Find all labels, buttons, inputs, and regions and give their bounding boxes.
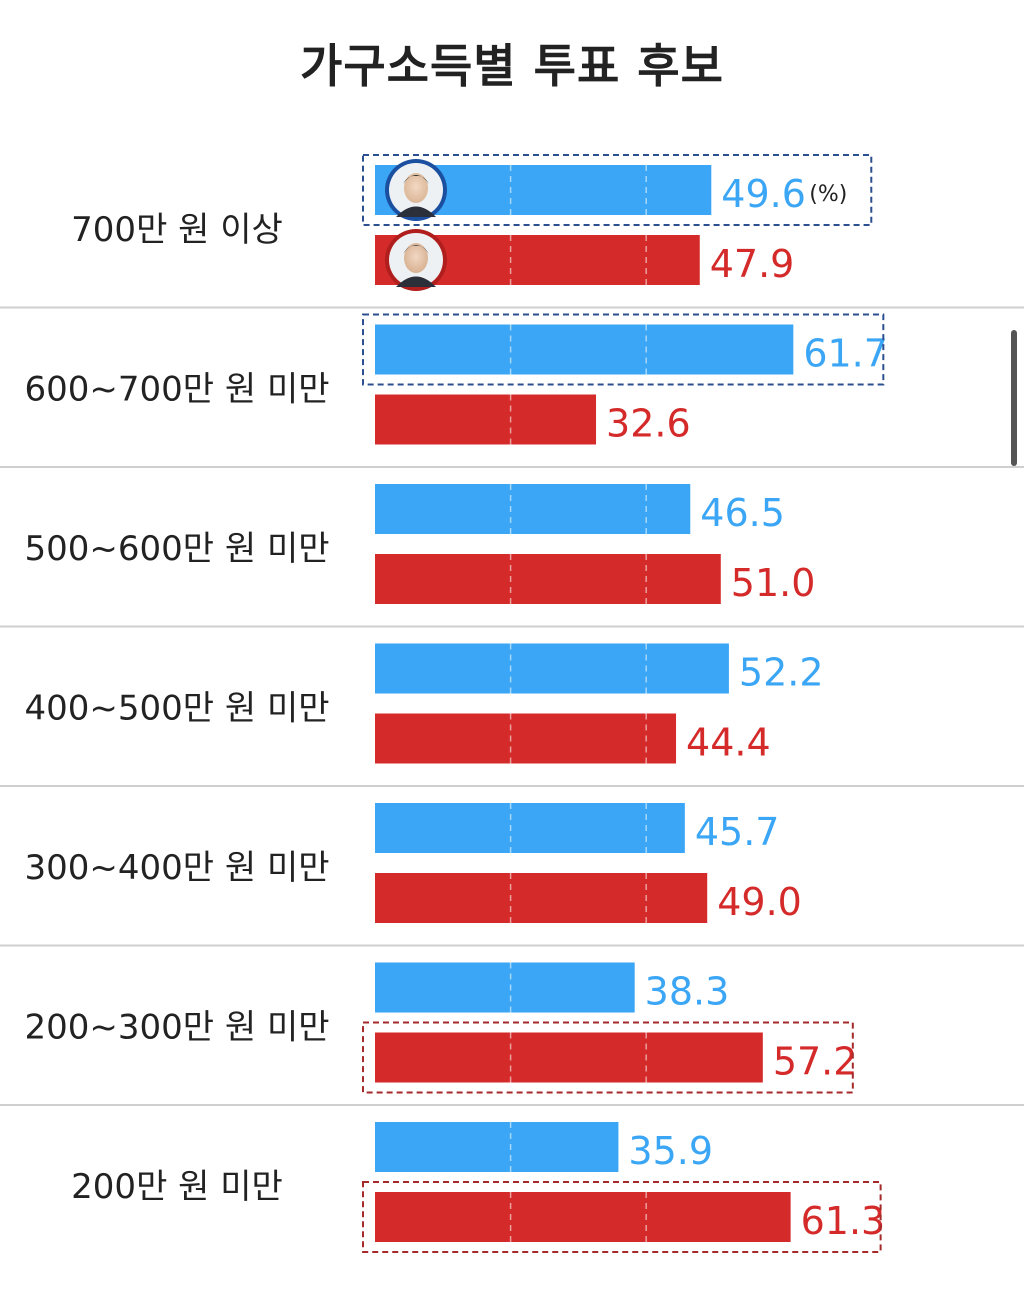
- value-label: 52.2: [739, 651, 824, 695]
- blue-bar: [375, 962, 635, 1013]
- red-bar: [375, 554, 721, 604]
- blue-bar: [375, 324, 794, 375]
- red-bar: [375, 873, 708, 923]
- red-bar: [375, 1032, 763, 1083]
- value-label: 35.9: [628, 1129, 713, 1173]
- highlight-box: [362, 1021, 854, 1094]
- blue-bar: [375, 803, 685, 853]
- highlight-box: [362, 154, 873, 226]
- red-candidate-photo: [385, 229, 447, 291]
- blue-bar: [375, 1122, 619, 1172]
- category-label: 200~300만 원 미만: [24, 1008, 329, 1048]
- value-label: 49.0: [717, 880, 802, 924]
- chart-title: 가구소득별 투표 후보: [300, 39, 724, 93]
- red-bar: [375, 713, 677, 764]
- highlight-box: [362, 313, 885, 386]
- red-bar: [375, 394, 597, 445]
- value-label: 44.4: [686, 721, 771, 765]
- value-label: 32.6: [606, 402, 691, 446]
- category-label: 500~600만 원 미만: [24, 529, 329, 569]
- unit-label: (%): [809, 182, 847, 207]
- value-label: 46.5: [700, 491, 785, 535]
- red-bar: [375, 1192, 791, 1242]
- blue-bar: [375, 484, 691, 534]
- blue-bar: [375, 643, 729, 694]
- value-label: 38.3: [645, 970, 730, 1014]
- category-label: 600~700만 원 미만: [24, 370, 329, 410]
- category-label: 300~400만 원 미만: [24, 848, 329, 888]
- category-label: 200만 원 미만: [71, 1167, 283, 1207]
- category-label: 400~500만 원 미만: [24, 689, 329, 729]
- value-label: 47.9: [710, 242, 795, 286]
- value-label: 45.7: [695, 810, 780, 854]
- value-label: 61.7: [803, 332, 888, 376]
- value-label: 57.2: [773, 1040, 858, 1084]
- highlight-box: [362, 1181, 882, 1253]
- blue-candidate-photo: [385, 159, 447, 221]
- value-label: 61.3: [801, 1199, 886, 1243]
- value-label: 51.0: [731, 561, 816, 605]
- scrollbar[interactable]: [1011, 330, 1017, 466]
- value-label: 49.6: [721, 172, 806, 216]
- category-label: 700만 원 이상: [71, 210, 283, 250]
